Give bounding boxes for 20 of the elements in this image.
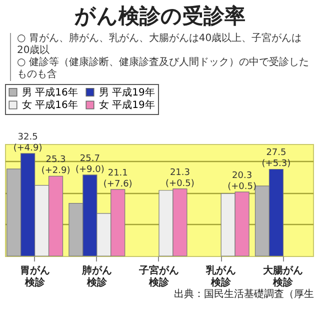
legend-label: 男 平成16年 (22, 86, 78, 98)
text: ○ 胃がん、肺がん、乳がん、大腸がんは40歳以上、子宮がんは20歳以 (17, 33, 303, 56)
data-label: 27.5 (+5.3) (262, 148, 291, 170)
data-label: 32.5 (+4.9) (13, 132, 42, 154)
data-label: 21.1 (+7.6) (103, 168, 132, 190)
x-tick-label: 乳がん検診 (205, 264, 236, 288)
x-tick-label: 肺がん検診 (80, 264, 112, 288)
x-tick-label: 胃がん検診 (20, 266, 50, 288)
legend-label: 女 平成19年 (99, 99, 155, 111)
x-tick-label: 子宮がん検診 (138, 264, 179, 288)
data-label: 25.3 (+2.9) (41, 155, 70, 176)
data-label: 25.7 (+9.0) (75, 154, 104, 175)
data-label: 20.3 (+0.5) (228, 170, 256, 192)
x-tick-label: 大腸がん検診 (262, 264, 304, 288)
source-note: 出典：国民生活基礎調査（厚生 (173, 288, 314, 301)
chart-title: がん検診の受診率 (74, 3, 246, 30)
text: ○ 健診等（健康診断、健康診査及び人間ドック）の中で受診したものも含 (17, 57, 310, 81)
data-label: 21.3 (+0.5) (166, 168, 194, 189)
legend-label: 女 平成16年 (22, 99, 78, 111)
legend-label: 男 平成19年 (99, 86, 155, 98)
